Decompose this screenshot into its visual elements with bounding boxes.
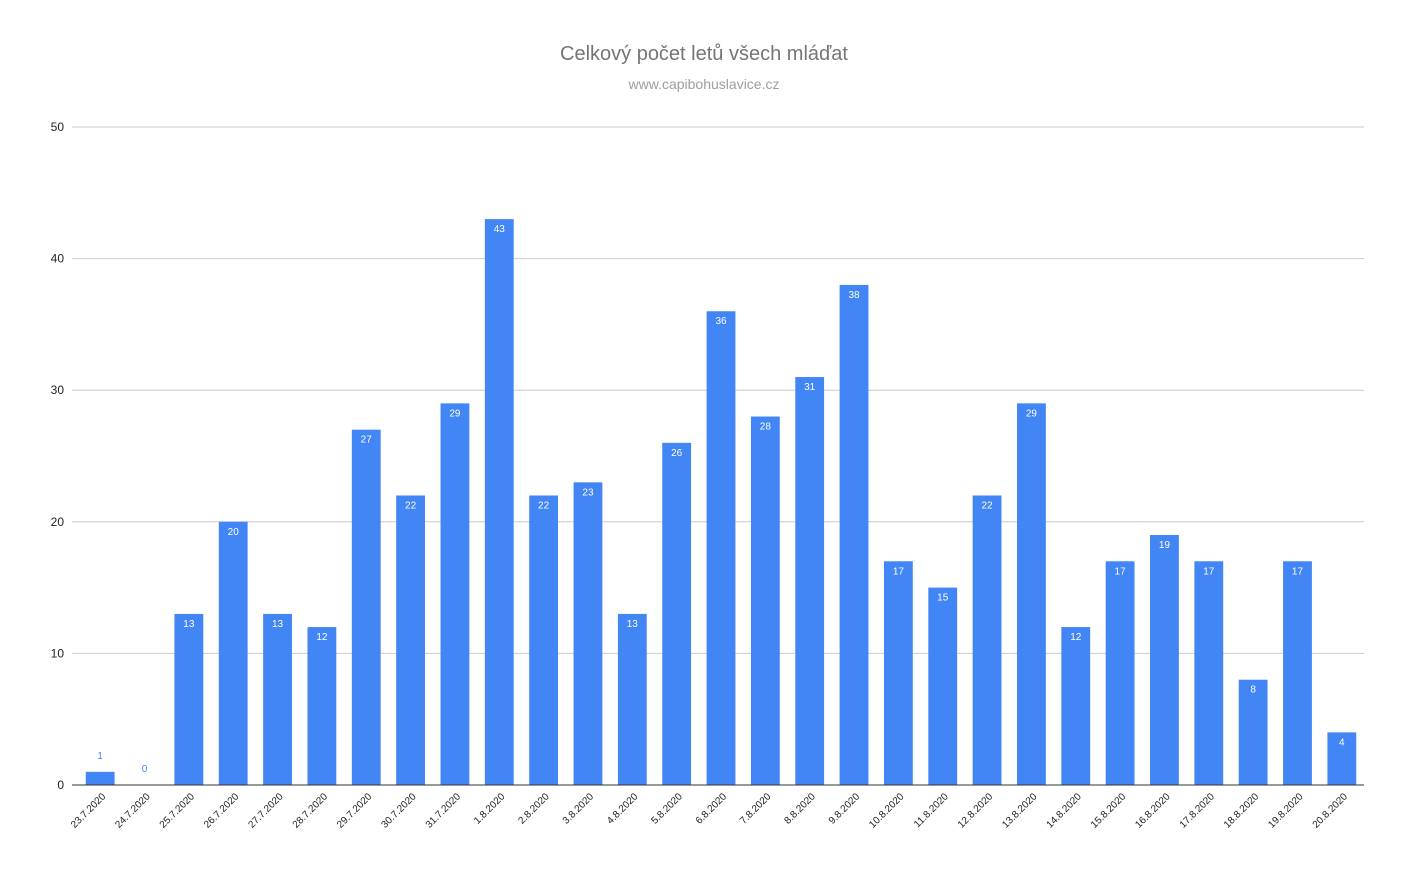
bar-data-label: 22 [405,500,417,511]
bar-data-label: 17 [1115,566,1127,577]
x-tick-label: 14.8.2020 [1045,791,1085,831]
x-tick-label: 18.8.2020 [1222,791,1262,831]
chart-title: Celkový počet letů všech mláďat [560,43,848,65]
x-tick-label: 15.8.2020 [1089,791,1129,831]
bar-data-label: 28 [760,422,772,433]
bar-data-label: 15 [937,593,949,604]
bar [1238,679,1268,785]
bar [1283,561,1312,785]
bar [662,442,692,785]
bar [1017,403,1046,785]
bar [795,377,825,785]
bar-data-label: 43 [494,224,506,235]
bar-data-label: 19 [1159,540,1171,551]
bar [263,613,292,785]
x-tick-label: 19.8.2020 [1266,791,1306,831]
bar-data-label: 13 [272,619,284,630]
x-tick-label: 4.8.2020 [605,791,641,827]
x-tick-label: 23.7.2020 [69,791,109,831]
bar-data-label: 13 [627,619,639,630]
bar [218,521,248,785]
bar [1061,627,1091,785]
x-tick-label: 3.8.2020 [561,791,597,827]
bar [484,219,514,785]
bar [307,627,337,785]
y-tick-label: 40 [51,252,65,266]
x-tick-label: 24.7.2020 [113,791,153,831]
chart-subtitle: www.capibohuslavice.cz [628,76,780,92]
y-tick-label: 20 [51,515,65,529]
x-tick-label: 5.8.2020 [649,791,685,827]
x-tick-label: 30.7.2020 [379,791,419,831]
y-tick-label: 10 [51,646,65,660]
bar-data-label: 29 [449,408,461,419]
bar [529,495,559,785]
bar-data-label: 8 [1250,685,1256,696]
x-tick-label: 13.8.2020 [1000,791,1040,831]
x-tick-label: 1.8.2020 [472,791,508,827]
x-tick-label: 9.8.2020 [827,791,863,827]
bar [883,561,913,785]
bar-data-label: 17 [893,566,905,577]
bar-data-label: 1 [97,751,103,762]
bar [706,311,736,785]
bar-data-label: 12 [1070,632,1082,643]
bar-data-label: 31 [804,382,816,393]
bar-data-label: 13 [183,619,195,630]
bar [750,416,780,785]
bar [839,284,869,785]
bar [396,495,425,785]
y-tick-label: 50 [51,120,65,134]
x-tick-label: 10.8.2020 [867,791,907,831]
x-tick-label: 7.8.2020 [738,791,774,827]
bar [174,613,204,785]
x-tick-label: 2.8.2020 [516,791,552,827]
x-tick-label: 29.7.2020 [335,791,375,831]
x-tick-label: 6.8.2020 [694,791,730,827]
bar-data-label: 26 [671,448,683,459]
bar-data-label: 23 [582,487,594,498]
x-tick-label: 25.7.2020 [158,791,198,831]
x-tick-label: 28.7.2020 [291,791,331,831]
bar-data-label: 36 [715,316,727,327]
bar [573,482,603,785]
bar [972,495,1002,785]
bar [351,429,381,785]
x-tick-label: 8.8.2020 [782,791,818,827]
bar-data-label: 38 [848,290,860,301]
bar [928,587,958,785]
bar [1105,561,1135,785]
x-tick-label: 16.8.2020 [1133,791,1173,831]
bar-data-label: 22 [982,500,994,511]
bar-data-label: 22 [538,500,550,511]
x-tick-label: 20.8.2020 [1311,791,1351,831]
bar-data-label: 12 [316,632,328,643]
bar [1150,534,1179,785]
bar-data-label: 17 [1203,566,1215,577]
x-tick-label: 31.7.2020 [424,791,464,831]
bar-data-label: 27 [361,435,373,446]
bar [1327,732,1357,785]
x-tick-label: 11.8.2020 [912,791,951,830]
x-tick-label: 27.7.2020 [246,791,286,831]
bar-data-label: 20 [228,527,240,538]
bar [1194,561,1224,785]
bar-data-label: 4 [1339,737,1345,748]
bar-data-label: 29 [1026,408,1038,419]
bar [85,771,115,785]
bar-data-label: 0 [142,764,148,775]
x-tick-label: 12.8.2020 [956,791,996,831]
y-tick-label: 0 [57,778,64,792]
x-tick-label: 26.7.2020 [202,791,242,831]
bar [440,403,470,785]
bar-data-label: 17 [1292,566,1304,577]
bar [617,613,647,785]
x-tick-label: 17.8.2020 [1178,791,1218,831]
y-tick-label: 30 [51,383,65,397]
